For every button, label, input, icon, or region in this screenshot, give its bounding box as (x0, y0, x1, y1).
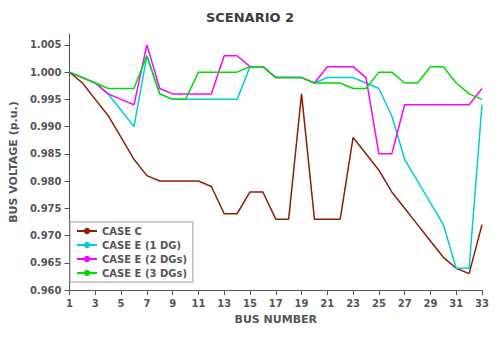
svg-text:CASE E (3 DGs): CASE E (3 DGs) (102, 268, 187, 279)
svg-text:0.970: 0.970 (30, 230, 62, 241)
svg-text:1: 1 (66, 298, 73, 309)
svg-text:CASE E (2 DGs): CASE E (2 DGs) (102, 254, 187, 265)
svg-text:13: 13 (217, 298, 231, 309)
svg-text:SCENARIO 2: SCENARIO 2 (206, 10, 294, 25)
svg-text:7: 7 (143, 298, 150, 309)
svg-text:33: 33 (475, 298, 489, 309)
svg-text:19: 19 (295, 298, 309, 309)
svg-text:3: 3 (92, 298, 99, 309)
svg-text:11: 11 (191, 298, 205, 309)
svg-text:31: 31 (449, 298, 463, 309)
svg-text:5: 5 (118, 298, 125, 309)
svg-text:BUS VOLTAGE (p.u.): BUS VOLTAGE (p.u.) (7, 101, 20, 223)
svg-text:0.975: 0.975 (30, 203, 62, 214)
svg-text:0.990: 0.990 (30, 121, 62, 132)
svg-text:25: 25 (372, 298, 386, 309)
svg-text:1.005: 1.005 (30, 39, 62, 50)
svg-text:9: 9 (169, 298, 176, 309)
svg-text:29: 29 (423, 298, 437, 309)
svg-text:17: 17 (269, 298, 283, 309)
svg-text:0.965: 0.965 (30, 257, 62, 268)
svg-text:0.985: 0.985 (30, 148, 62, 159)
svg-text:CASE E (1 DG): CASE E (1 DG) (102, 240, 181, 251)
svg-text:CASE C: CASE C (102, 226, 142, 237)
svg-text:0.980: 0.980 (30, 176, 62, 187)
svg-text:21: 21 (320, 298, 334, 309)
svg-text:15: 15 (243, 298, 257, 309)
svg-text:0.960: 0.960 (30, 285, 62, 296)
svg-text:0.995: 0.995 (30, 94, 62, 105)
svg-text:23: 23 (346, 298, 360, 309)
svg-text:1.000: 1.000 (30, 67, 62, 78)
svg-text:BUS NUMBER: BUS NUMBER (234, 313, 317, 326)
svg-text:27: 27 (398, 298, 412, 309)
